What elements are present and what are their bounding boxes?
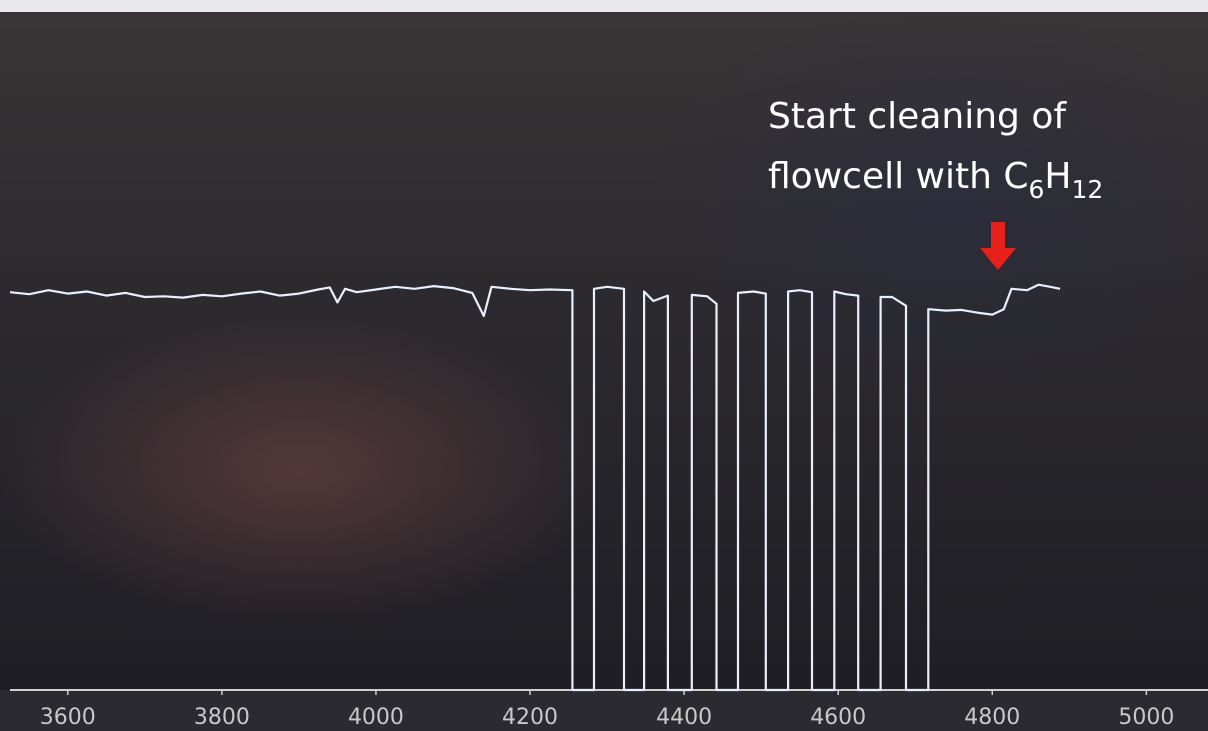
- annotation-arrow: [980, 222, 1016, 270]
- annotation-text: Start cleaning of: [768, 96, 1067, 137]
- x-tick-label: 4000: [348, 705, 404, 730]
- x-tick-label: 4400: [656, 705, 712, 730]
- annotation-subscript: 12: [1071, 175, 1103, 204]
- x-tick-label: 3600: [40, 705, 96, 730]
- chart: Start cleaning of flowcell with C6H12 36…: [0, 0, 1208, 731]
- annotation-text: flowcell with C: [768, 156, 1029, 197]
- annotation: flowcell with C6H12: [768, 156, 1103, 204]
- annotation: Start cleaning of: [768, 96, 1067, 137]
- photo-edge: [0, 0, 1208, 12]
- annotation-subscript: 6: [1029, 175, 1045, 204]
- x-tick-label: 4600: [810, 705, 866, 730]
- x-tick-label: 4800: [964, 705, 1020, 730]
- x-tick-label: 4200: [502, 705, 558, 730]
- axis-band: [0, 690, 1208, 731]
- x-tick-label: 3800: [194, 705, 250, 730]
- annotation-text: H: [1044, 156, 1071, 197]
- x-tick-label: 5000: [1118, 705, 1174, 730]
- trace-line: [10, 285, 1060, 690]
